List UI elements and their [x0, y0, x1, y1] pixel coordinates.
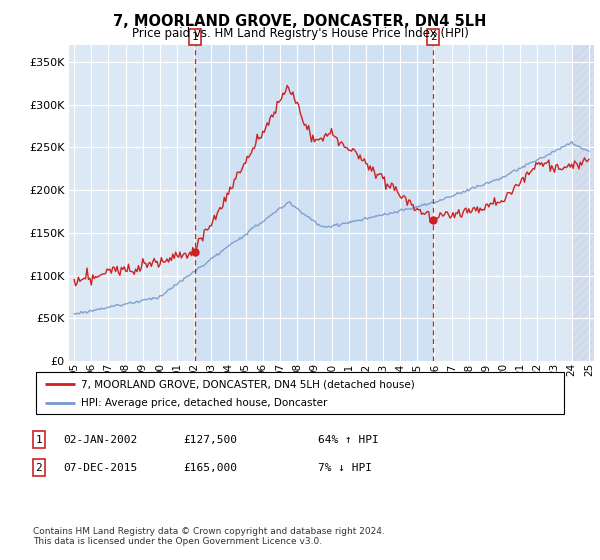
Text: 1: 1	[191, 32, 199, 42]
Text: Price paid vs. HM Land Registry's House Price Index (HPI): Price paid vs. HM Land Registry's House …	[131, 27, 469, 40]
Text: 7, MOORLAND GROVE, DONCASTER, DN4 5LH (detached house): 7, MOORLAND GROVE, DONCASTER, DN4 5LH (d…	[81, 379, 415, 389]
Text: 7, MOORLAND GROVE, DONCASTER, DN4 5LH: 7, MOORLAND GROVE, DONCASTER, DN4 5LH	[113, 14, 487, 29]
Text: 1: 1	[35, 435, 43, 445]
Text: 64% ↑ HPI: 64% ↑ HPI	[318, 435, 379, 445]
Text: £127,500: £127,500	[183, 435, 237, 445]
Text: Contains HM Land Registry data © Crown copyright and database right 2024.
This d: Contains HM Land Registry data © Crown c…	[33, 526, 385, 546]
Bar	[195, 45, 433, 361]
Text: 02-JAN-2002: 02-JAN-2002	[63, 435, 137, 445]
Text: 2: 2	[35, 463, 43, 473]
Text: HPI: Average price, detached house, Doncaster: HPI: Average price, detached house, Donc…	[81, 398, 328, 408]
Text: 07-DEC-2015: 07-DEC-2015	[63, 463, 137, 473]
Text: 2: 2	[430, 32, 436, 42]
Text: 7% ↓ HPI: 7% ↓ HPI	[318, 463, 372, 473]
Bar	[572, 45, 600, 361]
Text: £165,000: £165,000	[183, 463, 237, 473]
